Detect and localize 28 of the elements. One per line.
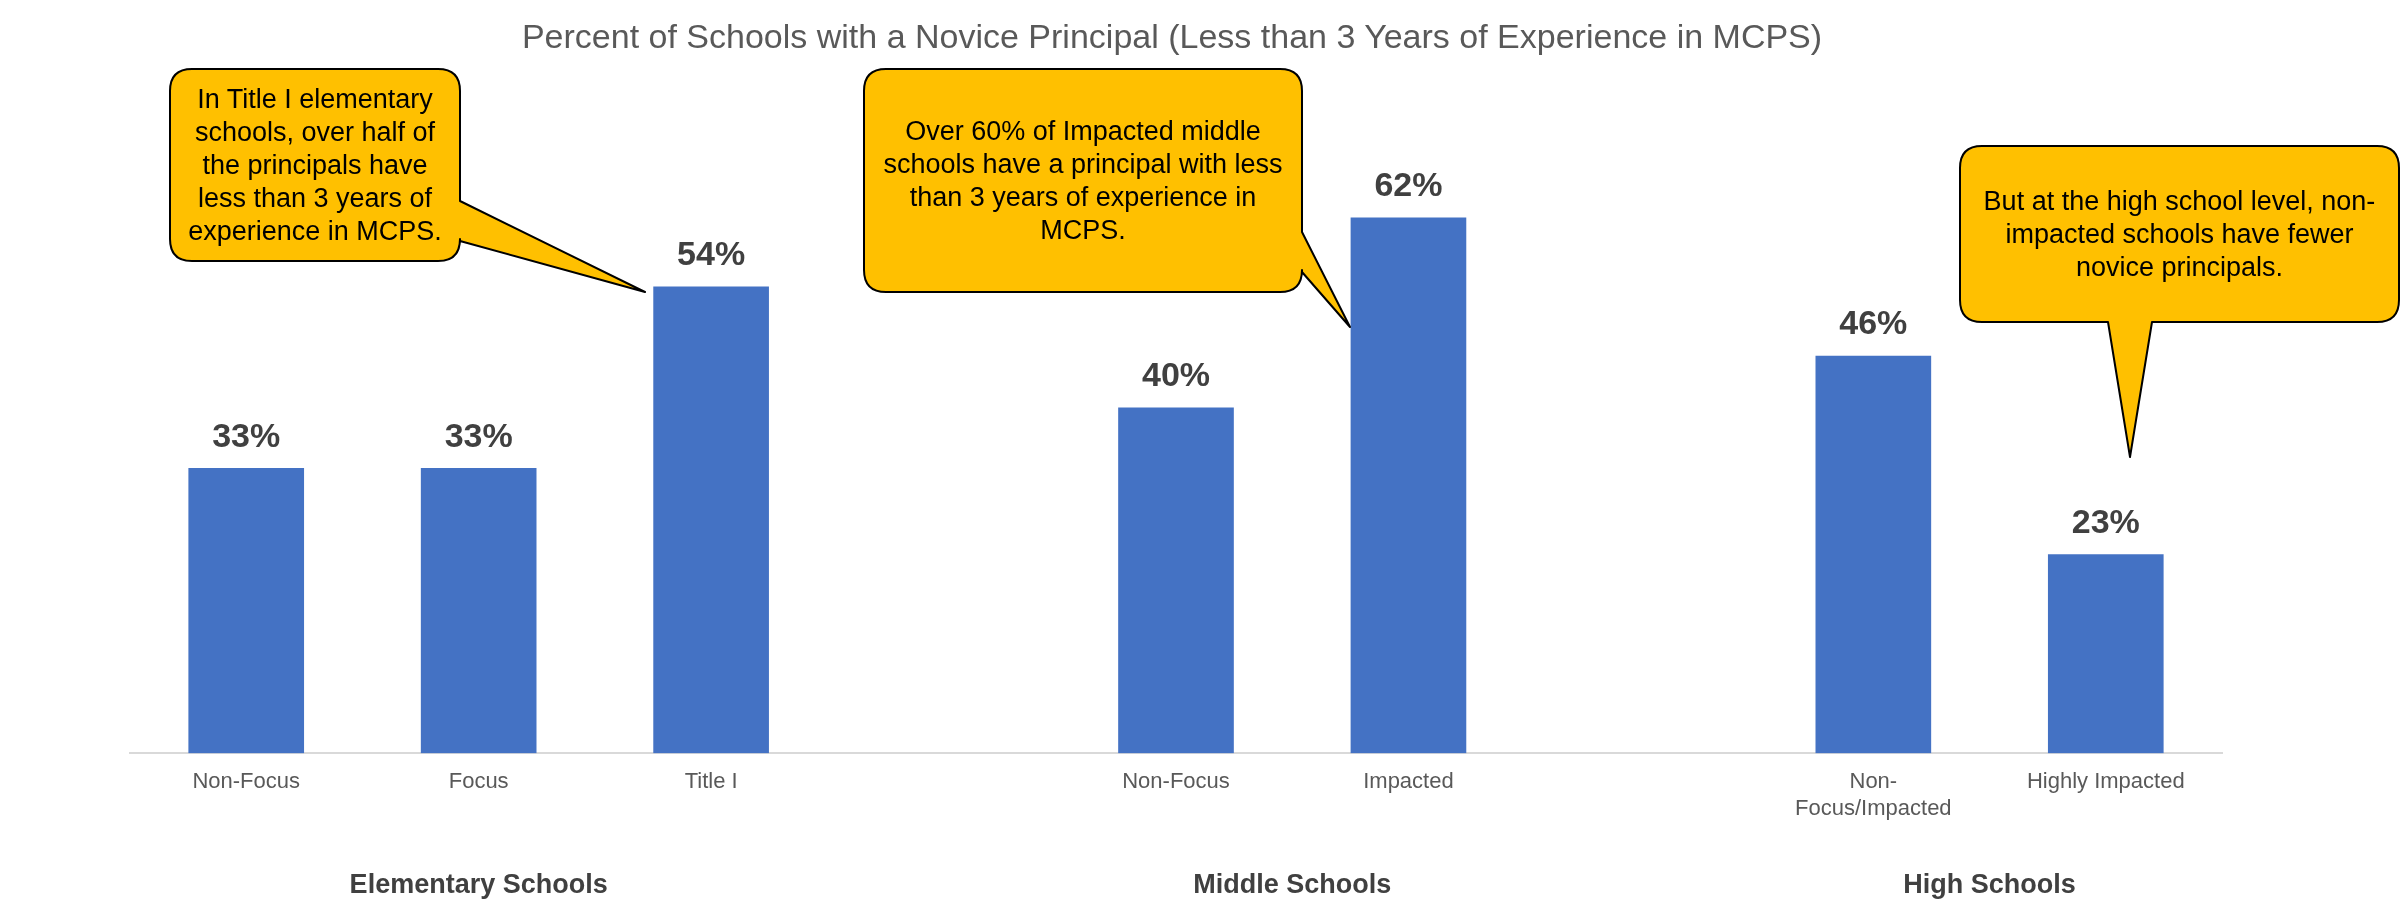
bar [653, 286, 769, 754]
bar [2047, 554, 2164, 754]
bar [1350, 217, 1467, 754]
annotation: But at the high school level, non-impacted schools have fewer novice principals. [1982, 184, 2377, 284]
chart-title: Percent of Schools with a Novice Principal (Less than 3 Years of Experience in MCPS) [521, 16, 1823, 55]
bar [188, 467, 305, 754]
x-tick-label: Title I [684, 768, 738, 794]
data-label: 33% [444, 415, 513, 454]
text: Elementary Schools [349, 869, 608, 900]
text: High Schools [1903, 869, 2076, 900]
data-label: 54% [677, 234, 746, 273]
bar [420, 467, 537, 754]
annotation: Over 60% of Impacted middle schools have a principal with less than 3 years of experience in MCPS. [882, 114, 1284, 247]
data-label: 23% [2071, 501, 2140, 540]
data-label: 62% [1374, 165, 1443, 204]
data-label: 40% [1141, 355, 1211, 394]
x-tick-label: Impacted [1363, 768, 1454, 794]
data-label: 46% [1839, 303, 1908, 342]
text: Middle Schools [1193, 869, 1392, 900]
bar [1815, 355, 1932, 754]
x-tick-label: Focus [448, 768, 509, 794]
x-tick-label: Non-Focus [192, 768, 301, 794]
annotation: In Title I elementary schools, over half of the principals have less than 3 years of experience in MCPS. [187, 82, 443, 248]
x-tick-label: Highly Impacted [2026, 768, 2185, 794]
x-tick-label: Non-Focus [1122, 768, 1230, 794]
bar [1118, 407, 1234, 754]
x-tick-label: Non-Focus/Impacted [1795, 768, 1952, 820]
data-label: 33% [212, 415, 281, 454]
